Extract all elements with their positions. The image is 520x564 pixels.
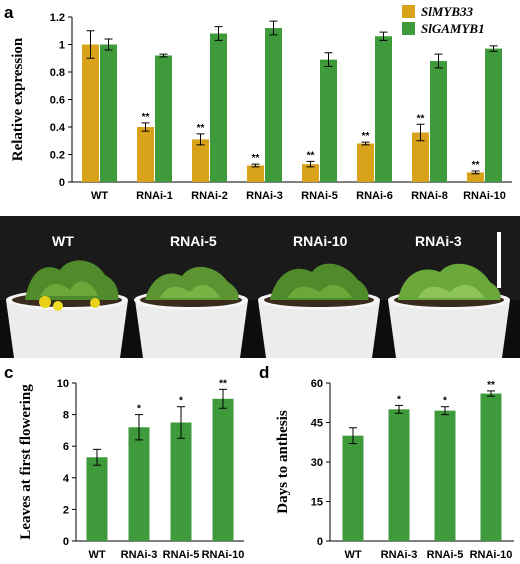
significance-label: ** bbox=[252, 153, 260, 164]
x-tick-label: WT bbox=[91, 190, 108, 202]
photo-label-rnai-5: RNAi-5 bbox=[170, 233, 217, 249]
bar bbox=[192, 139, 209, 182]
bar bbox=[265, 28, 282, 182]
x-tick-label: WT bbox=[88, 549, 105, 561]
x-tick-label: RNAi-3 bbox=[246, 190, 283, 202]
y-axis-label: Leaves at first flowering bbox=[18, 384, 34, 540]
bar bbox=[155, 55, 172, 182]
legend: SlMYB33 SlGAMYB1 bbox=[402, 4, 485, 36]
legend-swatch-slmyb33 bbox=[402, 5, 415, 18]
significance-label: * bbox=[137, 404, 141, 415]
bar bbox=[342, 435, 364, 541]
y-tick-label: 0 bbox=[317, 536, 323, 548]
significance-label: ** bbox=[197, 123, 205, 134]
bar bbox=[86, 457, 108, 541]
y-tick-label: 4 bbox=[63, 473, 70, 485]
x-tick-label: RNAi-5 bbox=[427, 549, 464, 561]
significance-label: ** bbox=[219, 378, 227, 389]
y-tick-label: 0.4 bbox=[50, 122, 66, 134]
chart-c-leaves: 0 2 4 6 8 10 Leaves at first flowering WT * RNAi-… bbox=[18, 378, 244, 561]
y-tick-label: 0.2 bbox=[50, 150, 65, 162]
y-tick-label: 0 bbox=[59, 177, 65, 189]
legend-swatch-slgamyb1 bbox=[402, 22, 415, 35]
bar bbox=[100, 44, 117, 182]
bar bbox=[210, 33, 227, 182]
x-tick-label: RNAi-10 bbox=[202, 549, 245, 561]
y-tick-label: 1.2 bbox=[50, 12, 65, 24]
y-tick-label: 2 bbox=[63, 504, 69, 516]
significance-label: ** bbox=[362, 131, 370, 142]
photo-label-rnai-10: RNAi-10 bbox=[293, 233, 348, 249]
y-tick-label: 6 bbox=[63, 441, 69, 453]
x-tick-label: RNAi-2 bbox=[191, 190, 228, 202]
scale-bar bbox=[497, 232, 501, 288]
plant-pot-rnai-3 bbox=[388, 263, 510, 358]
chart-a-expression: 0 0.2 0.4 0.6 0.8 1 1.2 Relative expression WT **… bbox=[10, 12, 512, 202]
y-axis-label: Days to anthesis bbox=[275, 410, 291, 514]
legend-label-slgamyb1: SlGAMYB1 bbox=[421, 21, 485, 36]
panel-label-a: a bbox=[4, 3, 14, 22]
plant-photo: WT RNAi-5 RNAi-10 RNAi-3 bbox=[0, 216, 520, 358]
bar bbox=[480, 393, 502, 541]
x-tick-label: RNAi-3 bbox=[381, 549, 418, 561]
y-tick-label: 0 bbox=[63, 536, 69, 548]
significance-label: * bbox=[443, 396, 447, 407]
x-tick-label: RNAi-5 bbox=[163, 549, 200, 561]
y-tick-label: 0.8 bbox=[50, 67, 65, 79]
significance-label: ** bbox=[487, 380, 495, 391]
bar bbox=[82, 44, 99, 182]
bar bbox=[302, 164, 319, 182]
significance-label: ** bbox=[417, 113, 425, 124]
significance-label: ** bbox=[472, 160, 480, 171]
x-tick-label: RNAi-10 bbox=[463, 190, 506, 202]
panel-label-c: c bbox=[4, 363, 13, 382]
significance-label: ** bbox=[307, 150, 315, 161]
y-tick-label: 10 bbox=[57, 378, 69, 390]
y-tick-label: 30 bbox=[311, 457, 323, 469]
photo-label-wt: WT bbox=[52, 233, 74, 249]
x-tick-label: WT bbox=[344, 549, 361, 561]
photo-label-rnai-3: RNAi-3 bbox=[415, 233, 462, 249]
bar bbox=[388, 409, 410, 541]
significance-label: * bbox=[179, 396, 183, 407]
x-tick-label: RNAi-3 bbox=[121, 549, 158, 561]
y-tick-label: 45 bbox=[311, 418, 323, 430]
significance-label: ** bbox=[142, 112, 150, 123]
y-tick-label: 60 bbox=[311, 378, 323, 390]
y-tick-label: 1 bbox=[59, 40, 65, 52]
plant-pot-wt bbox=[6, 260, 128, 358]
plant-pot-rnai-10 bbox=[258, 263, 380, 358]
bar bbox=[375, 36, 392, 182]
bar bbox=[434, 410, 456, 541]
bar bbox=[137, 127, 154, 182]
bar bbox=[320, 59, 337, 182]
plant-pot-rnai-5 bbox=[134, 266, 248, 358]
bar bbox=[128, 427, 150, 541]
bar bbox=[485, 48, 502, 182]
chart-d-days: 0 15 30 45 60 Days to anthesis WT * RNAi-3 * RNAi-… bbox=[275, 378, 514, 561]
y-tick-label: 8 bbox=[63, 410, 69, 422]
significance-label: * bbox=[397, 394, 401, 405]
x-tick-label: RNAi-8 bbox=[411, 190, 448, 202]
legend-label-slmyb33: SlMYB33 bbox=[421, 4, 474, 19]
bar bbox=[467, 172, 484, 182]
x-tick-label: RNAi-6 bbox=[356, 190, 393, 202]
bar bbox=[212, 398, 234, 541]
panel-label-d: d bbox=[259, 363, 269, 382]
y-axis-label: Relative expression bbox=[10, 37, 26, 161]
bar bbox=[412, 132, 429, 182]
bar bbox=[170, 422, 192, 541]
x-tick-label: RNAi-5 bbox=[301, 190, 338, 202]
x-tick-label: RNAi-1 bbox=[136, 190, 173, 202]
bar bbox=[430, 61, 447, 182]
x-tick-label: RNAi-10 bbox=[470, 549, 513, 561]
bar bbox=[247, 165, 264, 182]
y-tick-label: 0.6 bbox=[50, 95, 65, 107]
y-tick-label: 15 bbox=[311, 497, 323, 509]
bar bbox=[357, 143, 374, 182]
